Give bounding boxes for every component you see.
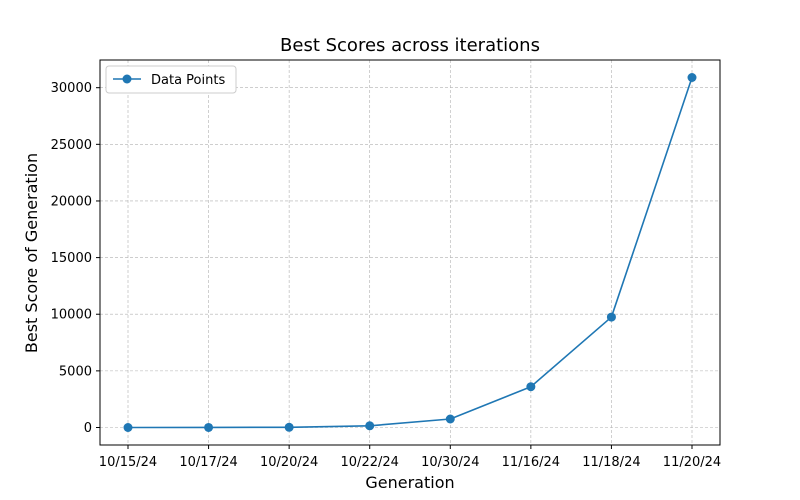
x-axis-label: Generation	[365, 473, 454, 492]
x-axis-ticks: 10/15/24 10/17/24 10/20/24 10/22/24 10/30/24…	[99, 445, 721, 470]
y-axis-label: Best Score of Generation	[22, 153, 41, 353]
x-tick-label: 11/18/24	[582, 455, 640, 470]
data-point	[445, 414, 455, 424]
y-tick-label: 15000	[51, 251, 92, 266]
data-point	[365, 421, 375, 431]
legend-label-data-points: Data Points	[151, 73, 225, 88]
series-layer	[123, 73, 697, 432]
x-tick-label: 10/20/24	[260, 455, 318, 470]
x-tick-label: 11/16/24	[502, 455, 560, 470]
x-tick-label: 11/20/24	[663, 455, 721, 470]
x-tick-label: 10/30/24	[421, 455, 479, 470]
y-tick-label: 30000	[51, 81, 92, 96]
x-tick-label: 10/15/24	[99, 455, 157, 470]
plot-frame	[99, 59, 721, 446]
data-point	[606, 312, 616, 322]
legend: Data Points	[105, 65, 237, 94]
x-tick-label: 10/22/24	[341, 455, 399, 470]
y-tick-label: 25000	[51, 138, 92, 153]
grid-lines	[100, 60, 720, 445]
data-point	[687, 73, 697, 82]
y-tick-label: 5000	[59, 364, 92, 379]
legend-box	[105, 65, 237, 94]
y-tick-label: 20000	[51, 194, 92, 209]
data-point	[204, 422, 214, 432]
data-point	[123, 423, 133, 432]
series-line	[127, 77, 693, 429]
legend-marker-swatch	[122, 74, 132, 84]
y-tick-label: 0	[84, 421, 92, 436]
x-tick-label: 10/17/24	[179, 455, 237, 470]
chart-title: Best Scores across iterations	[280, 35, 540, 56]
y-axis-ticks: 0 5000 10000 15000 20000 25000 30000	[51, 81, 100, 436]
data-point	[526, 382, 536, 392]
y-tick-label: 10000	[51, 308, 92, 323]
data-point	[284, 422, 294, 432]
